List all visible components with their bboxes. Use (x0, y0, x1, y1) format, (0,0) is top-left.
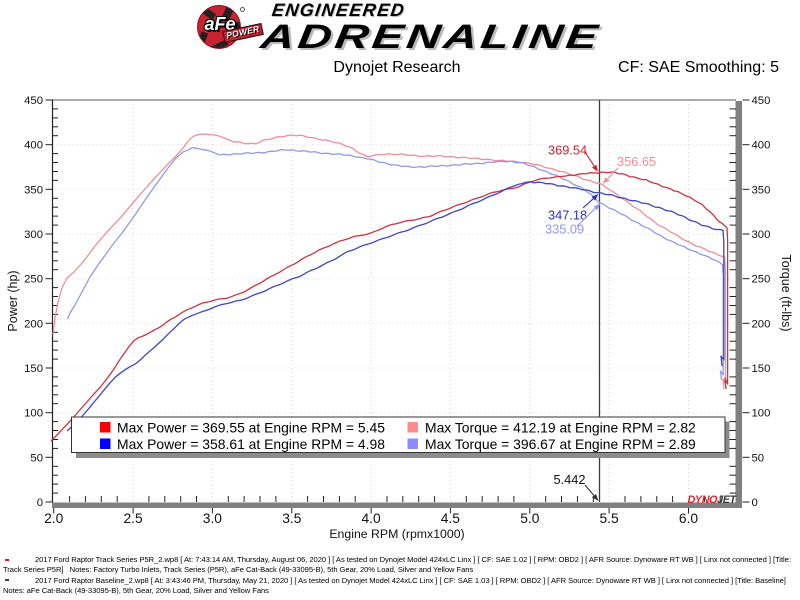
svg-text:150: 150 (24, 363, 43, 375)
svg-text:DYNOJET: DYNOJET (688, 494, 738, 506)
svg-text:350: 350 (752, 184, 771, 196)
svg-text:450: 450 (24, 95, 43, 107)
svg-text:100: 100 (752, 408, 771, 420)
svg-text:350: 350 (24, 184, 43, 196)
svg-text:Engine RPM (rpmx1000): Engine RPM (rpmx1000) (329, 527, 464, 541)
svg-text:3.5: 3.5 (282, 511, 302, 526)
svg-text:0: 0 (752, 497, 758, 509)
svg-text:200: 200 (24, 318, 43, 330)
svg-text:Power (hp): Power (hp) (6, 270, 20, 331)
svg-text:5.5: 5.5 (600, 511, 620, 526)
svg-text:Torque (ft-lbs): Torque (ft-lbs) (779, 254, 793, 331)
svg-text:300: 300 (24, 229, 43, 241)
svg-text:50: 50 (30, 452, 43, 464)
svg-text:250: 250 (752, 274, 771, 286)
svg-text:Max Torque = 396.67 at Engine: Max Torque = 396.67 at Engine RPM = 2.89 (425, 436, 696, 452)
svg-text:200: 200 (752, 318, 771, 330)
svg-text:Max Power = 358.61 at Engine R: Max Power = 358.61 at Engine RPM = 4.98 (117, 436, 385, 452)
svg-text:2.0: 2.0 (44, 511, 64, 526)
svg-text:250: 250 (24, 274, 43, 286)
svg-text:4.5: 4.5 (441, 511, 461, 526)
svg-text:400: 400 (752, 140, 771, 152)
svg-text:300: 300 (752, 229, 771, 241)
svg-text:450: 450 (752, 95, 771, 107)
svg-text:0: 0 (37, 497, 43, 509)
svg-text:150: 150 (752, 363, 771, 375)
svg-text:50: 50 (752, 452, 765, 464)
svg-text:400: 400 (24, 140, 43, 152)
svg-text:5.442: 5.442 (554, 472, 586, 487)
svg-text:3.0: 3.0 (203, 511, 223, 526)
svg-text:369.54: 369.54 (548, 143, 587, 158)
svg-text:6.0: 6.0 (679, 511, 699, 526)
svg-text:5.0: 5.0 (520, 511, 540, 526)
svg-text:2.5: 2.5 (124, 511, 144, 526)
svg-text:347.18: 347.18 (548, 208, 587, 223)
svg-text:Max Power = 369.55 at Engine R: Max Power = 369.55 at Engine RPM = 5.45 (117, 420, 385, 436)
svg-text:356.65: 356.65 (617, 154, 656, 169)
svg-text:4.0: 4.0 (362, 511, 382, 526)
svg-text:100: 100 (24, 408, 43, 420)
svg-text:335.09: 335.09 (545, 222, 584, 237)
svg-text:Max Torque = 412.19 at Engine: Max Torque = 412.19 at Engine RPM = 2.82 (425, 420, 696, 436)
